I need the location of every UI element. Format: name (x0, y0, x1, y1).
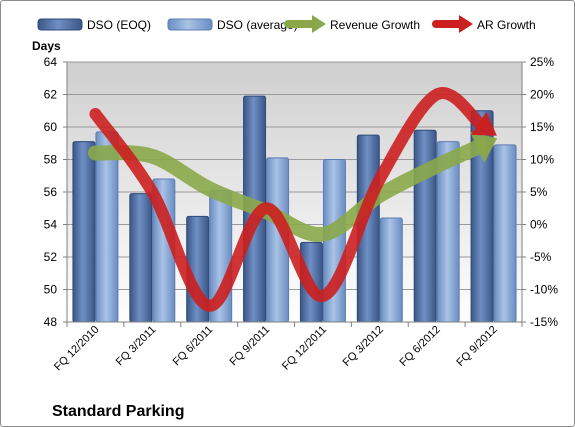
bar-dso-average (493, 144, 517, 323)
y-tick-label-left: 54 (44, 218, 58, 232)
x-tick-label: FQ 6/2012 (398, 324, 443, 369)
legend-label-revenue-growth: Revenue Growth (330, 18, 420, 32)
legend-swatch-dso-average (167, 18, 213, 31)
y-tick-label-right: -15% (530, 315, 558, 329)
y-axis-left-ticks: 64 62 60 58 56 54 52 50 48 (44, 55, 58, 329)
legend-swatch-ar-growth (432, 15, 473, 33)
bar-dso-eoq (72, 141, 96, 323)
bar-dso-eoq (129, 193, 153, 323)
y-tick-label-right: 15% (530, 120, 554, 134)
x-tick-label: FQ 12/2010 (52, 324, 102, 374)
legend-swatch-dso-eoq (37, 18, 83, 31)
line-revenue-growth (87, 138, 488, 242)
arrowhead-ar-growth (470, 111, 497, 136)
line-ar-growth (89, 87, 487, 312)
y-axis-right-ticks: 25% 20% 15% 10% 5% 0% -5% -10% -15% (530, 55, 558, 329)
bar-dso-eoq (413, 129, 437, 323)
y-tick-label-left: 50 (44, 283, 58, 297)
y-tick-label-left: 56 (44, 185, 58, 199)
company-name: Standard Parking (52, 403, 184, 420)
x-tick-label: FQ 3/2011 (114, 324, 159, 369)
y-tick-label-right: 20% (530, 88, 554, 102)
y-tick-label-left: 48 (44, 315, 58, 329)
growth-lines (87, 87, 498, 312)
arrowhead-revenue-growth (470, 132, 498, 163)
x-tick-label: FQ 12/2011 (280, 324, 329, 373)
y-tick-label-left: 60 (44, 120, 58, 134)
axes (63, 61, 526, 327)
x-tick-label: FQ 9/2012 (454, 324, 499, 369)
legend-swatch-revenue-growth (284, 15, 326, 33)
y-tick-label-left: 62 (44, 88, 58, 102)
y-tick-label-right: -10% (530, 283, 558, 297)
y-tick-label-right: 0% (530, 218, 548, 232)
legend-label-dso-average: DSO (average) (217, 18, 298, 32)
legend: DSO (EOQ) DSO (average) Revenue Growth A… (37, 15, 536, 33)
y-tick-label-right: 5% (530, 185, 548, 199)
y-tick-label-left: 58 (44, 153, 58, 167)
x-tick-label: FQ 9/2011 (228, 324, 273, 369)
y-axis-title-left: Days (32, 39, 61, 53)
y-tick-label-left: 52 (44, 250, 58, 264)
legend-label-ar-growth: AR Growth (477, 18, 536, 32)
legend-label-dso-eoq: DSO (EOQ) (87, 18, 151, 32)
x-tick-label: FQ 6/2011 (171, 324, 216, 369)
y-tick-label-right: 10% (530, 153, 554, 167)
x-axis-ticks: FQ 12/2010 FQ 3/2011 FQ 6/2011 FQ 9/2011 FQ … (52, 324, 500, 374)
x-tick-label: FQ 3/2012 (341, 324, 386, 369)
y-tick-label-right: -5% (530, 250, 552, 264)
bar-dso-average (379, 217, 403, 323)
y-tick-label-left: 64 (44, 55, 58, 69)
y-tick-label-right: 25% (530, 55, 554, 69)
